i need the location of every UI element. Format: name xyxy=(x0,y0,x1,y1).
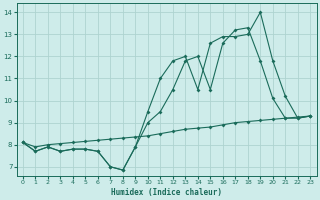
X-axis label: Humidex (Indice chaleur): Humidex (Indice chaleur) xyxy=(111,188,222,197)
